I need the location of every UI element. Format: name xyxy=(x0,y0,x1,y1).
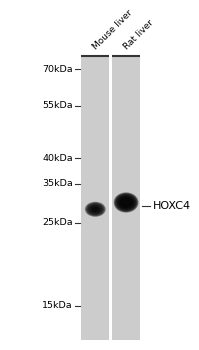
Ellipse shape xyxy=(85,202,105,216)
Ellipse shape xyxy=(86,203,104,216)
Ellipse shape xyxy=(116,194,136,211)
Ellipse shape xyxy=(87,203,104,215)
Text: 40kDa: 40kDa xyxy=(42,154,73,163)
Ellipse shape xyxy=(119,196,134,209)
Ellipse shape xyxy=(85,202,105,217)
Ellipse shape xyxy=(116,194,137,211)
Ellipse shape xyxy=(89,204,102,214)
Bar xyxy=(112,57,140,340)
Ellipse shape xyxy=(120,198,132,207)
Ellipse shape xyxy=(87,203,103,215)
Ellipse shape xyxy=(88,204,102,214)
Ellipse shape xyxy=(89,205,101,214)
Ellipse shape xyxy=(118,196,134,209)
Text: Mouse liver: Mouse liver xyxy=(91,8,134,51)
Text: 25kDa: 25kDa xyxy=(42,218,73,228)
Ellipse shape xyxy=(118,196,134,209)
Ellipse shape xyxy=(119,197,133,208)
Ellipse shape xyxy=(117,195,135,210)
Ellipse shape xyxy=(116,195,136,210)
Text: HOXC4: HOXC4 xyxy=(153,201,191,211)
Ellipse shape xyxy=(86,203,104,216)
Ellipse shape xyxy=(88,204,103,215)
Ellipse shape xyxy=(90,205,101,214)
Ellipse shape xyxy=(89,205,102,214)
Bar xyxy=(81,57,109,340)
Ellipse shape xyxy=(114,193,138,212)
Ellipse shape xyxy=(115,193,137,212)
Ellipse shape xyxy=(114,192,139,213)
Ellipse shape xyxy=(85,202,106,217)
Text: 15kDa: 15kDa xyxy=(42,301,73,310)
Text: 35kDa: 35kDa xyxy=(42,179,73,188)
Ellipse shape xyxy=(119,197,133,208)
Ellipse shape xyxy=(122,199,131,206)
Ellipse shape xyxy=(115,194,137,211)
Text: 55kDa: 55kDa xyxy=(42,102,73,110)
Text: Rat liver: Rat liver xyxy=(122,18,155,51)
Text: 70kDa: 70kDa xyxy=(42,65,73,74)
Ellipse shape xyxy=(92,206,99,212)
Ellipse shape xyxy=(86,202,105,216)
Ellipse shape xyxy=(117,195,135,210)
Ellipse shape xyxy=(114,193,138,212)
Ellipse shape xyxy=(120,197,132,208)
Ellipse shape xyxy=(88,204,103,215)
